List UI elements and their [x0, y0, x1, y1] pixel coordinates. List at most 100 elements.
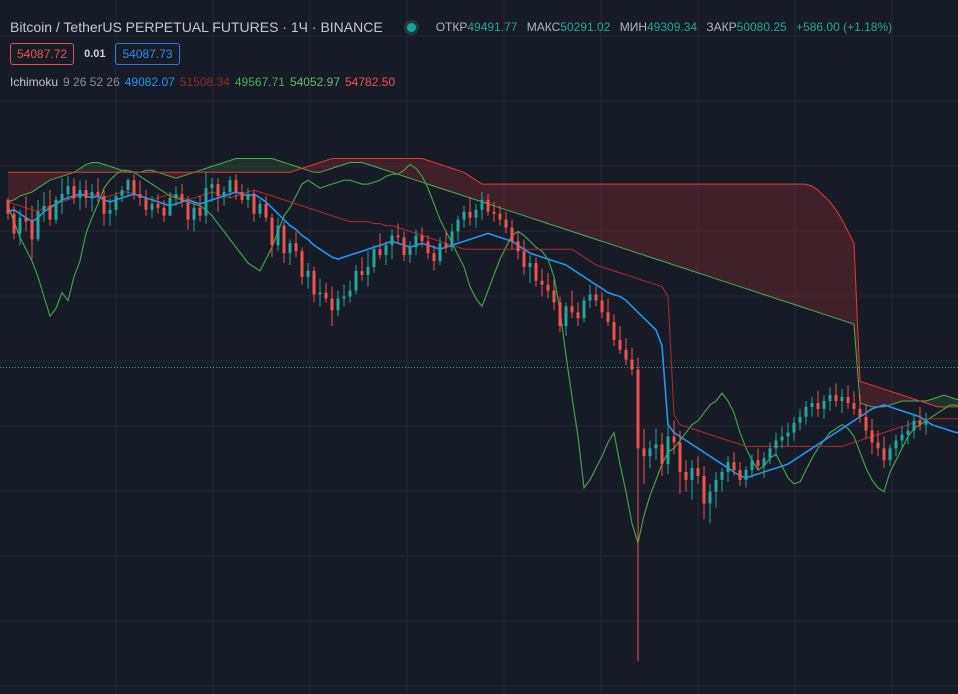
candle-body	[882, 448, 886, 461]
candle-body	[816, 402, 820, 409]
cloud-segment	[680, 184, 686, 269]
candle	[30, 205, 34, 260]
candle-body	[756, 460, 760, 467]
candle	[36, 199, 40, 242]
candle-body	[774, 440, 778, 449]
cloud-segment	[242, 158, 248, 173]
candle	[126, 178, 130, 196]
cloud-segment	[668, 184, 674, 265]
cloud-segment	[812, 186, 818, 313]
cloud-segment	[746, 184, 752, 291]
cloud-segment	[554, 184, 560, 228]
candle	[468, 197, 472, 226]
cloud-segment	[830, 201, 836, 319]
candle	[840, 389, 844, 413]
candle-body	[810, 402, 814, 407]
cloud-segment	[38, 172, 44, 189]
candle	[600, 292, 604, 319]
cloud-segment	[518, 184, 524, 216]
candle-body	[384, 245, 388, 256]
cloud-segment	[392, 158, 398, 175]
candle-body	[24, 217, 28, 222]
base-value: 51508.34	[179, 75, 230, 89]
candle-body	[702, 475, 706, 504]
candle	[72, 178, 76, 204]
candle-body	[252, 194, 256, 214]
cloud-segment	[386, 158, 392, 173]
candle	[846, 385, 850, 409]
candle	[606, 298, 610, 327]
candle	[798, 408, 802, 431]
candle	[42, 192, 46, 222]
cloud-segment	[20, 172, 26, 196]
cloud-segment	[608, 184, 614, 246]
buy-button[interactable]: 54087.73	[115, 43, 180, 65]
span-b-line	[8, 158, 958, 408]
cloud-segment	[656, 184, 662, 262]
candle-body	[240, 192, 244, 200]
candle	[558, 296, 562, 333]
cloud-segment	[566, 184, 572, 232]
candle-body	[192, 207, 196, 220]
interval-label[interactable]: 1Ч	[290, 19, 308, 35]
cloud-segment	[320, 160, 326, 173]
cloud-segment	[728, 184, 734, 285]
candle-body	[306, 270, 310, 277]
candle-body	[732, 462, 736, 471]
candle-body	[282, 225, 286, 254]
candle	[666, 426, 670, 474]
candle	[720, 468, 724, 492]
candle	[492, 201, 496, 222]
cloud-segment	[284, 162, 290, 173]
candle-body	[90, 192, 94, 198]
cloud-segment	[578, 184, 584, 236]
candle-body	[36, 211, 40, 240]
candle-body	[372, 249, 376, 267]
candle	[498, 205, 502, 226]
candle	[306, 263, 310, 289]
cloud-segment	[632, 184, 638, 254]
cloud-segment	[836, 209, 842, 321]
candle-body	[888, 448, 892, 461]
cloud-segment	[602, 184, 608, 244]
cloud-segment	[824, 195, 830, 317]
candle-body	[408, 247, 412, 256]
candle	[780, 426, 784, 449]
candle	[300, 247, 304, 285]
candle	[768, 442, 772, 465]
candle-body	[714, 479, 718, 492]
cloud-segment	[524, 184, 530, 218]
candle	[882, 436, 886, 469]
cloud-segment	[416, 158, 422, 183]
candle	[456, 215, 460, 242]
candle-body	[354, 270, 358, 291]
cloud-segment	[764, 184, 770, 297]
candle-body	[162, 207, 166, 216]
candle	[648, 440, 652, 469]
indicator-legend[interactable]: Ichimoku 9 26 52 26 49082.07 51508.34 49…	[10, 75, 395, 89]
candle	[732, 452, 736, 476]
symbol-title[interactable]: Bitcoin / TetherUS PERPETUAL FUTURES	[10, 19, 279, 35]
candle-body	[612, 322, 616, 340]
cloud-segment	[230, 158, 236, 173]
candle	[654, 428, 658, 461]
cloud-segment	[356, 158, 362, 163]
cloud-segment	[710, 184, 716, 279]
candle	[198, 195, 202, 222]
candle	[288, 239, 292, 265]
candle-body	[150, 203, 154, 210]
candle-body	[870, 430, 874, 443]
candle	[864, 404, 868, 439]
candle-body	[378, 249, 382, 256]
candle	[138, 180, 142, 206]
candle-body	[342, 296, 346, 299]
candle	[750, 454, 754, 478]
candle-body	[264, 203, 268, 218]
sell-button[interactable]: 54087.72	[10, 43, 75, 65]
candle-body	[120, 190, 124, 196]
cloud-segment	[236, 158, 242, 173]
cloud-segment	[782, 184, 788, 303]
candle-body	[414, 235, 418, 248]
